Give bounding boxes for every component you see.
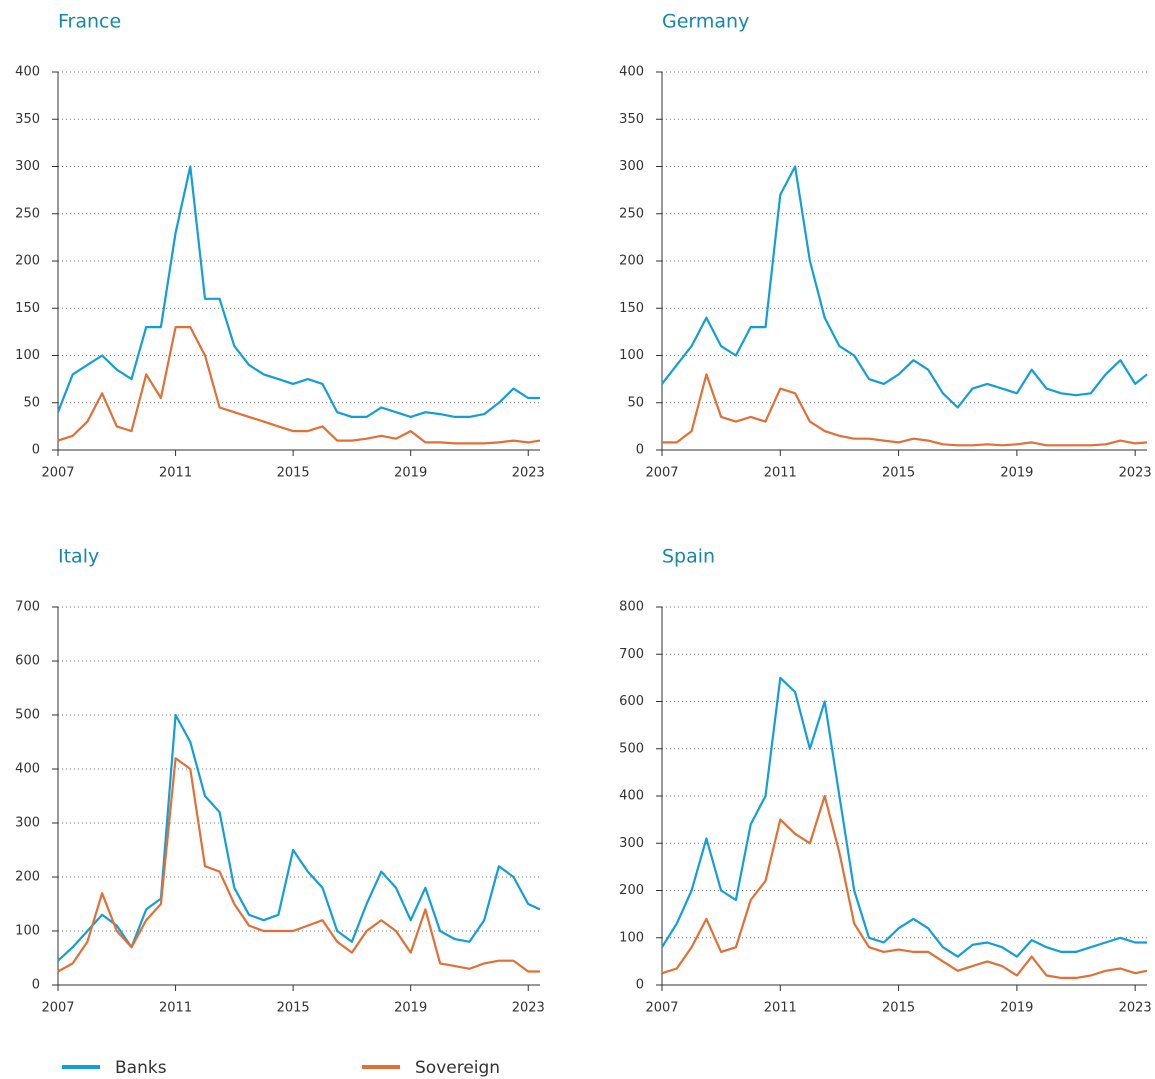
y-tick-label: 500 — [619, 741, 644, 756]
x-tick-label: 2015 — [277, 466, 310, 481]
x-tick-label: 2019 — [394, 1001, 427, 1016]
y-tick-label: 300 — [15, 159, 40, 174]
series-line — [661, 676, 1147, 958]
x-tick-label: 2011 — [764, 1001, 797, 1016]
y-tick-label: 150 — [15, 301, 40, 316]
y-tick-label: 700 — [15, 600, 40, 615]
y-tick-label: 0 — [636, 978, 644, 993]
y-tick-label: 350 — [15, 112, 40, 127]
y-tick-label: 200 — [15, 254, 40, 269]
y-tick-label: 300 — [15, 816, 40, 831]
y-tick-label: 700 — [619, 647, 644, 662]
y-tick-label: 0 — [636, 443, 644, 458]
series-line — [57, 713, 541, 962]
y-tick-label: 250 — [619, 206, 644, 221]
x-tick-label: 2007 — [645, 466, 678, 481]
series-line — [662, 373, 1148, 447]
y-tick-label: 400 — [619, 65, 644, 80]
y-tick-label: 50 — [23, 395, 40, 410]
x-tick-label: 2007 — [645, 1001, 678, 1016]
y-tick-label: 300 — [619, 836, 644, 851]
x-tick-label: 2011 — [764, 466, 797, 481]
x-tick-label: 2015 — [882, 1001, 915, 1016]
y-tick-label: 600 — [619, 694, 644, 709]
series-line — [57, 757, 540, 973]
y-tick-label: 100 — [619, 348, 644, 363]
x-tick-label: 2011 — [159, 466, 192, 481]
series-line — [661, 165, 1148, 409]
x-tick-label: 2019 — [1000, 466, 1033, 481]
y-tick-label: 50 — [627, 395, 644, 410]
series-line — [56, 165, 540, 418]
y-tick-label: 0 — [32, 443, 40, 458]
y-tick-label: 600 — [15, 654, 40, 669]
x-tick-label: 2023 — [1119, 466, 1152, 481]
y-tick-label: 0 — [32, 978, 40, 993]
x-tick-label: 2023 — [512, 1001, 545, 1016]
y-tick-label: 500 — [15, 708, 40, 723]
chart-title: Italy — [58, 546, 99, 568]
y-tick-label: 350 — [619, 112, 644, 127]
x-tick-label: 2019 — [1000, 1001, 1033, 1016]
y-tick-label: 150 — [619, 301, 644, 316]
y-tick-label: 400 — [15, 65, 40, 80]
y-tick-label: 200 — [619, 883, 644, 898]
x-tick-label: 2011 — [159, 1001, 192, 1016]
y-tick-label: 200 — [619, 254, 644, 269]
y-tick-label: 100 — [15, 348, 40, 363]
x-tick-label: 2007 — [41, 466, 74, 481]
chart-title: France — [58, 11, 121, 33]
y-tick-label: 300 — [619, 159, 644, 174]
y-tick-label: 400 — [15, 762, 40, 777]
x-tick-label: 2007 — [41, 1001, 74, 1016]
y-tick-label: 200 — [15, 870, 40, 885]
series-line — [661, 794, 1148, 979]
x-tick-label: 2015 — [277, 1001, 310, 1016]
legend-label: Banks — [115, 1058, 167, 1078]
x-tick-label: 2023 — [512, 466, 545, 481]
x-tick-label: 2015 — [882, 466, 915, 481]
x-tick-label: 2019 — [394, 466, 427, 481]
y-tick-label: 250 — [15, 206, 40, 221]
y-tick-label: 100 — [619, 930, 644, 945]
chart-title: Germany — [662, 11, 749, 33]
series-line — [57, 326, 541, 445]
chart-title: Spain — [662, 546, 715, 568]
x-tick-label: 2023 — [1119, 1001, 1152, 1016]
y-tick-label: 100 — [15, 924, 40, 939]
y-tick-label: 400 — [619, 789, 644, 804]
y-tick-label: 800 — [619, 600, 644, 615]
legend-label: Sovereign — [415, 1058, 500, 1078]
